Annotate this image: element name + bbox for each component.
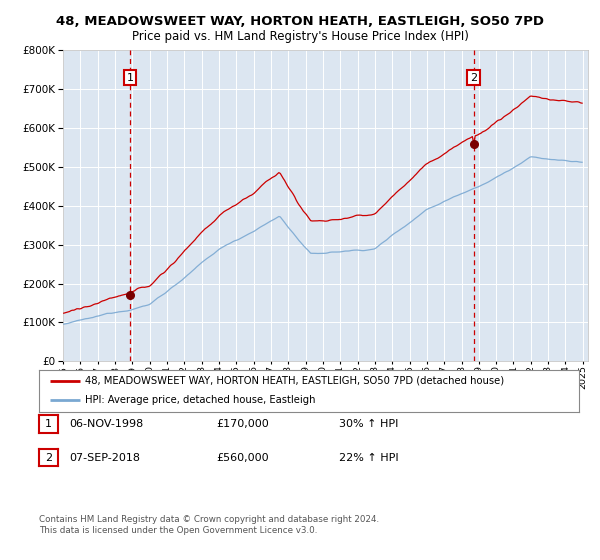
- Text: 30% ↑ HPI: 30% ↑ HPI: [339, 419, 398, 430]
- Text: 2: 2: [45, 452, 52, 463]
- Text: 48, MEADOWSWEET WAY, HORTON HEATH, EASTLEIGH, SO50 7PD (detached house): 48, MEADOWSWEET WAY, HORTON HEATH, EASTL…: [85, 376, 504, 386]
- Text: 48, MEADOWSWEET WAY, HORTON HEATH, EASTLEIGH, SO50 7PD: 48, MEADOWSWEET WAY, HORTON HEATH, EASTL…: [56, 15, 544, 28]
- Text: 06-NOV-1998: 06-NOV-1998: [69, 419, 143, 430]
- Text: Contains HM Land Registry data © Crown copyright and database right 2024.: Contains HM Land Registry data © Crown c…: [39, 515, 379, 524]
- Text: 1: 1: [45, 419, 52, 429]
- Text: 07-SEP-2018: 07-SEP-2018: [69, 453, 140, 463]
- Text: HPI: Average price, detached house, Eastleigh: HPI: Average price, detached house, East…: [85, 395, 316, 405]
- Text: 22% ↑ HPI: 22% ↑ HPI: [339, 453, 398, 463]
- Text: £560,000: £560,000: [216, 453, 269, 463]
- Text: 2: 2: [470, 73, 478, 82]
- Text: £170,000: £170,000: [216, 419, 269, 430]
- Text: 1: 1: [127, 73, 134, 82]
- Text: This data is licensed under the Open Government Licence v3.0.: This data is licensed under the Open Gov…: [39, 526, 317, 535]
- Text: Price paid vs. HM Land Registry's House Price Index (HPI): Price paid vs. HM Land Registry's House …: [131, 30, 469, 43]
